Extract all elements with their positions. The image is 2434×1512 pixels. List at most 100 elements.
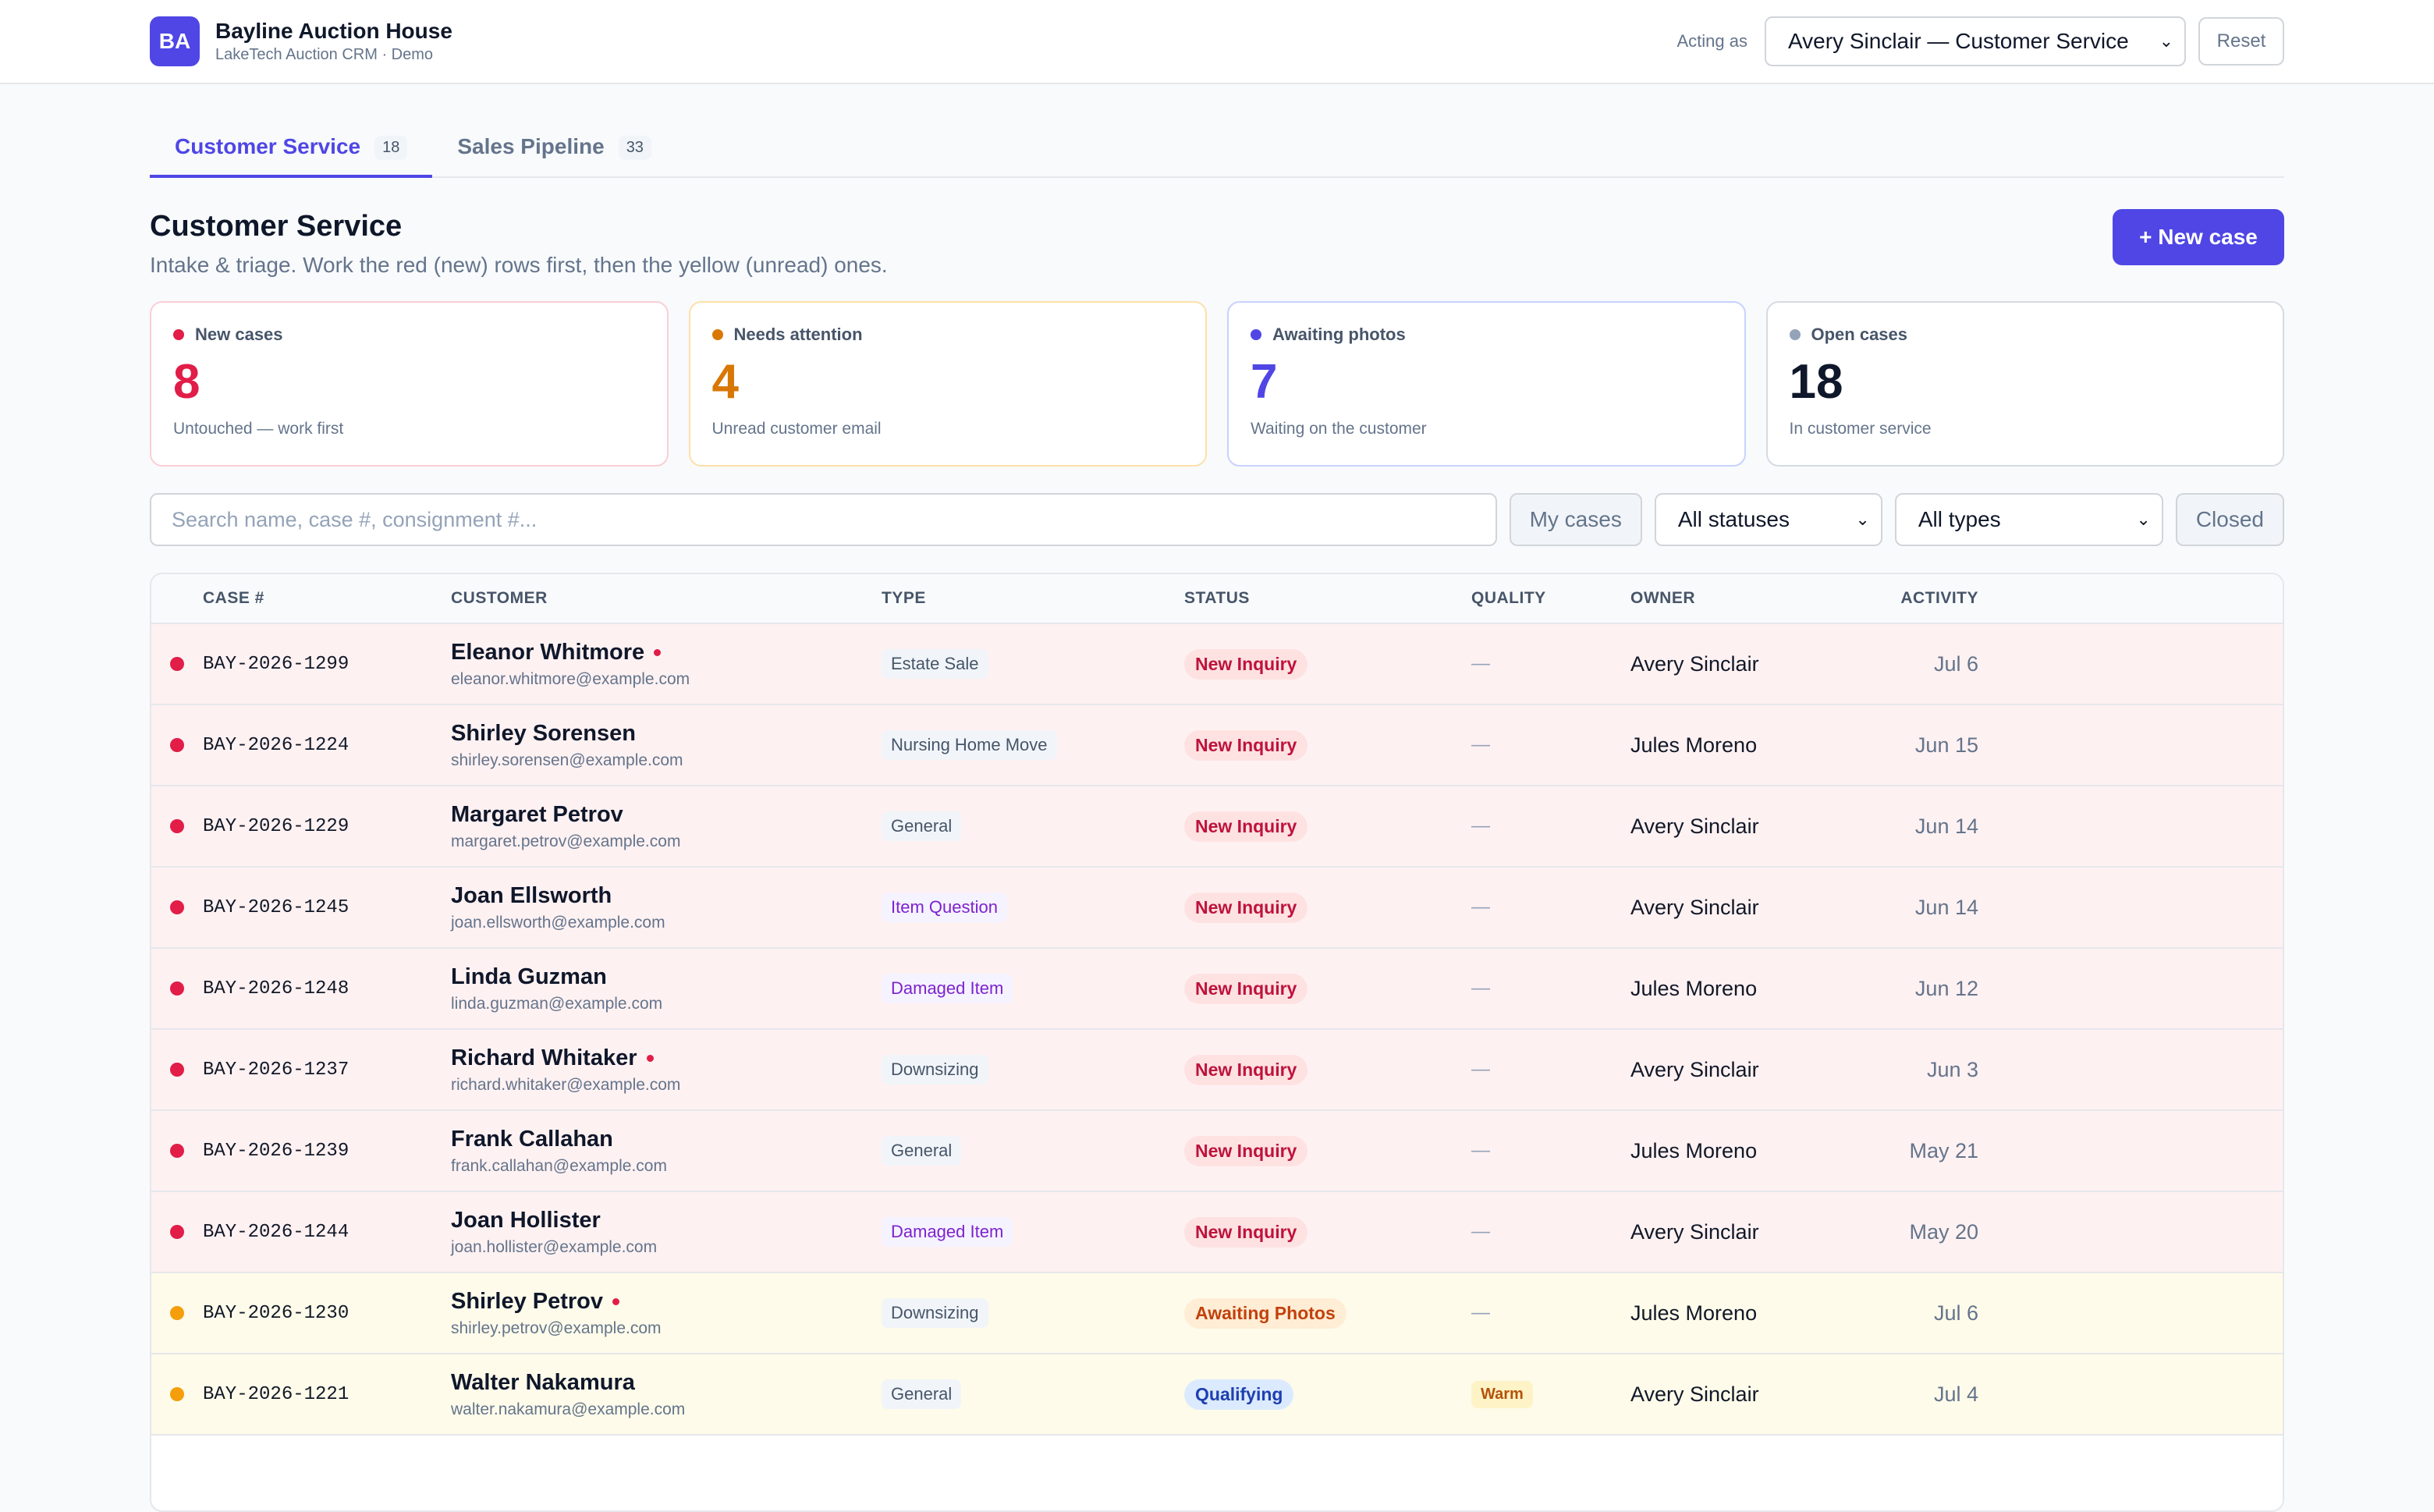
status-filter-select[interactable]: All statuses ⌄ [1654,493,1882,546]
reset-button[interactable]: Reset [2198,17,2284,66]
stat-note: Waiting on the customer [1251,420,1427,438]
acting-as-select[interactable]: Avery Sinclair — Customer Service ⌄ [1765,16,2186,66]
filter-bar: Search name, case #, consignment #... My… [150,493,2284,546]
case-number: BAY-2026-1230 [203,1302,349,1324]
table-row[interactable]: BAY-2026-1230 Shirley Petrov shirley.petro… [151,1273,2283,1354]
customer-name[interactable]: Margaret Petrov [451,801,623,827]
status-badge: New Inquiry [1184,1216,1308,1248]
status-badge: New Inquiry [1184,811,1308,842]
stat-value: 7 [1251,355,1278,409]
brand-title: Bayline Auction House [215,19,452,43]
status-badge: Awaiting Photos [1184,1297,1347,1329]
stat-value: 8 [173,355,200,409]
customer-name[interactable]: Linda Guzman [451,964,607,989]
column-header-owner: OWNER [1630,589,1695,607]
activity-date: Jun 12 [1914,976,1978,1000]
customer-name[interactable]: Joan Hollister [451,1207,601,1233]
closed-toggle-button[interactable]: Closed [2175,493,2284,546]
table-row[interactable]: BAY-2026-1239 Frank Callahan frank.callaha… [151,1111,2283,1192]
stat-card: New cases 8 Untouched — work first [150,301,669,467]
owner-name: Jules Moreno [1630,1138,1758,1162]
search-input[interactable]: Search name, case #, consignment #... [150,493,1497,546]
stat-card: Open cases 18 In customer service [1765,301,2284,467]
owner-name: Avery Sinclair [1630,651,1759,676]
page-title: Customer Service [150,210,403,243]
activity-date: Jul 4 [1933,1382,1978,1406]
customer-email: margaret.petrov@example.com [451,832,681,850]
table-row[interactable]: BAY-2026-1244 Joan Hollister joan.holliste… [151,1192,2283,1273]
unread-indicator-icon [646,1054,654,1062]
table-row[interactable]: BAY-2026-1248 Linda Guzman linda.guzman@ex… [151,949,2283,1030]
table-row[interactable]: BAY-2026-1237 Richard Whitaker richard.whi… [151,1030,2283,1111]
row-status-dot-icon [170,981,184,996]
customer-cell: Margaret Petrov margaret.petrov@example.c… [451,802,882,851]
column-header-activity: ACTIVITY [1900,589,1978,607]
customer-cell: Shirley Petrov shirley.petrov@example.com [451,1289,882,1338]
quality-empty: — [1471,653,1490,674]
case-number: BAY-2026-1237 [203,1059,349,1081]
customer-cell: Joan Hollister joan.hollister@example.com [451,1208,882,1257]
case-number: BAY-2026-1299 [203,653,349,675]
customer-name[interactable]: Shirley Petrov [451,1288,604,1314]
customer-name[interactable]: Shirley Sorensen [451,720,636,746]
type-badge: General [882,811,962,841]
status-badge: New Inquiry [1184,1054,1308,1085]
stat-note: In customer service [1789,420,1932,438]
stat-label-text: Awaiting photos [1272,325,1406,344]
case-number: BAY-2026-1244 [203,1221,349,1243]
table-row[interactable]: BAY-2026-1221 Walter Nakamura walter.nakam… [151,1354,2283,1436]
column-header-type: TYPE [882,589,926,607]
new-case-button[interactable]: + New case [2113,209,2284,265]
stat-value: 18 [1789,355,1843,409]
quality-empty: — [1471,1221,1490,1242]
customer-email: shirley.petrov@example.com [451,1319,662,1337]
type-badge: Downsizing [882,1298,988,1328]
owner-name: Avery Sinclair [1630,895,1759,919]
activity-date: Jun 14 [1914,814,1978,838]
table-row[interactable]: BAY-2026-1224 Shirley Sorensen shirley.sor… [151,705,2283,786]
status-filter-value: All statuses [1677,507,1790,531]
customer-name[interactable]: Richard Whitaker [451,1045,637,1070]
customer-cell: Eleanor Whitmore eleanor.whitmore@example… [451,640,882,689]
activity-date: Jul 6 [1933,651,1978,676]
stats-row: New cases 8 Untouched — work first Needs at… [150,301,2284,467]
stat-card: Needs attention 4 Unread customer email [688,301,1207,467]
customer-email: walter.nakamura@example.com [451,1400,686,1418]
customer-name[interactable]: Joan Ellsworth [451,882,612,908]
row-status-dot-icon [170,1225,184,1239]
column-header-status: STATUS [1184,589,1250,607]
owner-name: Jules Moreno [1630,733,1758,757]
tab-label: Sales Pipeline [457,134,605,158]
my-cases-button[interactable]: My cases [1509,493,1642,546]
case-number: BAY-2026-1221 [203,1383,349,1405]
tab-sales-pipeline[interactable]: Sales Pipeline 33 [432,134,676,176]
stat-label-text: New cases [195,325,283,344]
type-badge: Downsizing [882,1055,988,1084]
customer-name[interactable]: Walter Nakamura [451,1369,635,1395]
unread-indicator-icon [612,1297,620,1305]
acting-as-label: Acting as [1676,31,1748,51]
chevron-down-icon: ⌄ [2136,509,2151,529]
quality-empty: — [1471,734,1490,755]
status-badge: New Inquiry [1184,973,1308,1004]
customer-cell: Frank Callahan frank.callahan@example.com [451,1127,882,1176]
type-filter-select[interactable]: All types ⌄ [1894,493,2163,546]
customer-cell: Linda Guzman linda.guzman@example.com [451,964,882,1013]
stat-label: New cases [173,325,645,345]
type-badge: Damaged Item [882,974,1013,1003]
table-row[interactable]: BAY-2026-1299 Eleanor Whitmore eleanor.whi… [151,624,2283,705]
customer-name[interactable]: Frank Callahan [451,1126,613,1152]
customer-cell: Richard Whitaker richard.whitaker@example… [451,1045,882,1095]
type-badge: General [882,1379,962,1409]
row-status-dot-icon [170,1144,184,1158]
table-row[interactable]: BAY-2026-1245 Joan Ellsworth joan.ellswort… [151,868,2283,949]
tab-customer-service[interactable]: Customer Service 18 [150,134,433,178]
customer-name[interactable]: Eleanor Whitmore [451,639,645,665]
status-badge: New Inquiry [1184,892,1308,923]
customer-email: richard.whitaker@example.com [451,1075,681,1094]
case-number: BAY-2026-1248 [203,978,349,999]
status-badge: New Inquiry [1184,648,1308,680]
table-row[interactable]: BAY-2026-1229 Margaret Petrov margaret.pet… [151,786,2283,868]
type-badge: Item Question [882,893,1007,922]
tab-bar: Customer Service 18 Sales Pipeline 33 [150,84,2284,178]
